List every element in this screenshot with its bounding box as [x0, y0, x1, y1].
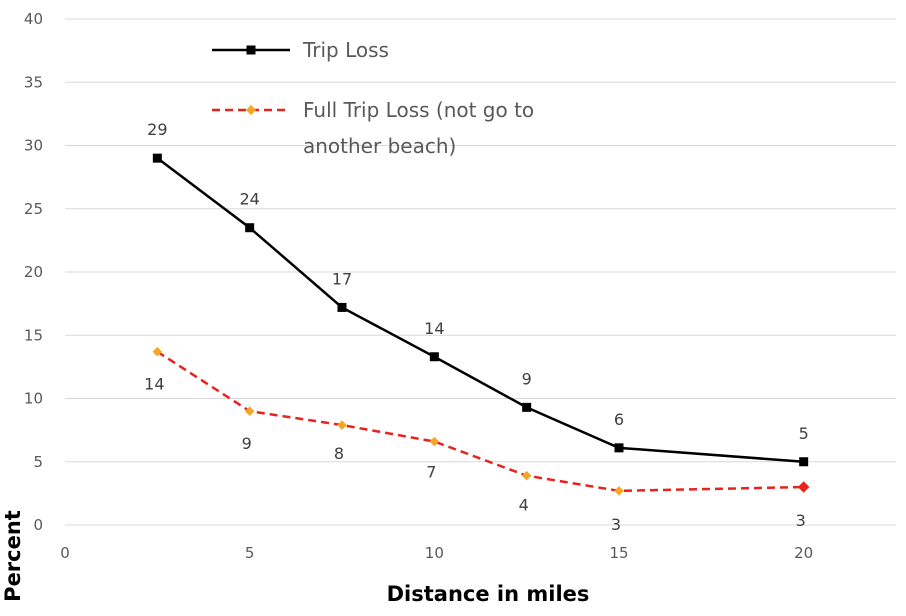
series-2-data-label: 7 — [426, 463, 436, 482]
series-1-marker — [799, 457, 809, 467]
y-tick-label-35: 35 — [24, 73, 43, 91]
series-1-marker — [522, 402, 532, 412]
series-2-marker — [614, 485, 624, 496]
legend: Trip Loss Full Trip Loss (not go to anothe… — [212, 38, 534, 158]
series-1-data-label: 14 — [424, 319, 444, 338]
series-1-marker — [614, 443, 624, 453]
series-2-data-label: 9 — [242, 434, 252, 453]
y-tick-label-20: 20 — [24, 263, 43, 281]
y-tick-label-0: 0 — [33, 516, 43, 534]
series-1-data-label: 17 — [332, 269, 352, 288]
series-layer — [152, 153, 810, 496]
series-2-data-label: 8 — [334, 444, 344, 463]
x-axis: 0 5 10 15 20 — [60, 544, 813, 562]
series-1-marker — [429, 352, 439, 362]
series-2-data-label: 4 — [519, 496, 529, 515]
series-2-marker — [337, 420, 347, 430]
legend-marker-full-trip-loss — [246, 105, 256, 115]
series-2-line — [156, 350, 804, 493]
x-axis-title: Distance in miles — [387, 582, 590, 606]
x-tick-label-15: 15 — [609, 544, 628, 562]
x-tick-label-20: 20 — [794, 544, 813, 562]
series-1-marker — [152, 153, 162, 163]
y-tick-label-5: 5 — [33, 453, 43, 471]
x-tick-label-5: 5 — [245, 544, 255, 562]
data-labels: 29 24 17 14 9 6 5 14 9 8 7 4 3 3 — [144, 120, 809, 534]
legend-marker-trip-loss — [246, 45, 256, 55]
y-tick-label-15: 15 — [24, 326, 43, 344]
y-axis-title: Percent — [1, 510, 25, 602]
series-2-marker — [152, 346, 163, 357]
series-1-data-label: 9 — [522, 369, 532, 388]
series-1-data-label: 29 — [147, 120, 167, 139]
y-tick-label-10: 10 — [24, 390, 43, 408]
series-1-data-label: 5 — [799, 424, 809, 443]
y-tick-label-30: 30 — [24, 137, 43, 155]
legend-label-full-trip-loss-line-2: another beach) — [303, 134, 456, 158]
series-1-marker — [337, 302, 347, 312]
x-tick-label-10: 10 — [425, 544, 444, 562]
series-2-data-label: 14 — [144, 375, 164, 394]
y-tick-label-40: 40 — [24, 10, 43, 28]
legend-label-full-trip-loss-line-1: Full Trip Loss (not go to — [303, 98, 534, 122]
series-2-marker — [521, 470, 532, 481]
series-1-marker — [245, 223, 255, 233]
series-2-marker — [429, 436, 440, 447]
y-tick-label-25: 25 — [24, 200, 43, 218]
x-tick-label-0: 0 — [60, 544, 70, 562]
series-2-marker — [797, 481, 810, 493]
y-axis: 0 5 10 15 20 25 30 35 40 — [24, 10, 43, 534]
series-2-marker — [244, 406, 255, 417]
series-2-data-label: 3 — [611, 515, 621, 534]
gridlines — [65, 18, 896, 526]
series-2-data-label: 3 — [796, 511, 806, 530]
legend-label-trip-loss: Trip Loss — [302, 38, 389, 62]
series-1-data-label: 6 — [614, 410, 624, 429]
series-1-data-label: 24 — [239, 190, 259, 209]
